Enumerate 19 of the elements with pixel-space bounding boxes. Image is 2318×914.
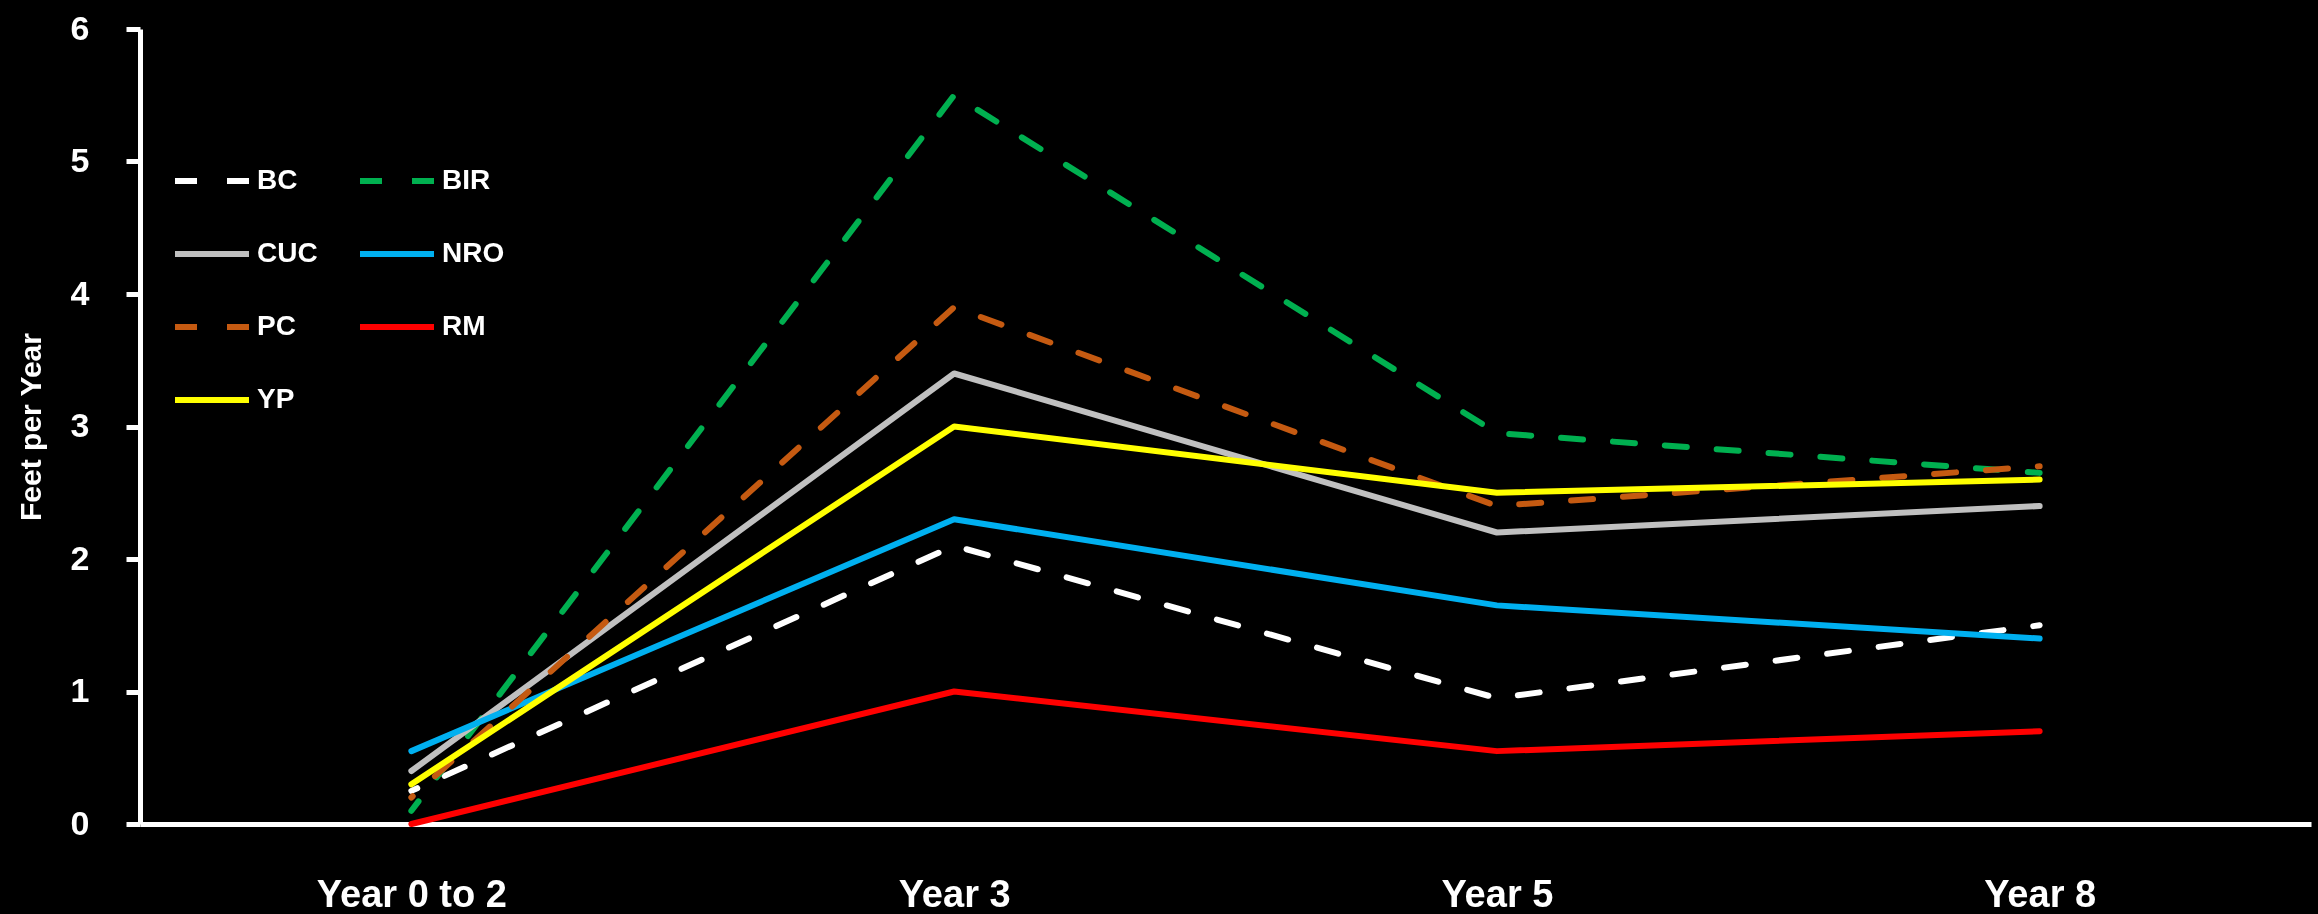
x-tick-label: Year 3 [898, 872, 1011, 914]
y-tick-label: 1 [70, 671, 90, 709]
x-tick-label: Year 5 [1441, 872, 1554, 914]
legend-label: CUC [257, 237, 318, 268]
y-tick-label: 3 [70, 406, 90, 444]
legend-label: YP [257, 383, 295, 414]
y-tick-label: 4 [70, 273, 90, 312]
y-axis-title: Feet per Year [13, 332, 47, 521]
x-tick-label: Year 0 to 2 [316, 872, 507, 914]
legend-label: RM [442, 310, 486, 341]
y-tick-label: 2 [70, 538, 90, 577]
legend-label: BIR [442, 164, 491, 195]
legend-label: BC [257, 164, 298, 195]
y-tick-label: 0 [70, 803, 90, 842]
y-tick-label: 5 [70, 141, 90, 179]
legend-label: NRO [442, 237, 505, 268]
y-tick-label: 6 [70, 8, 90, 47]
x-tick-label: Year 8 [1984, 872, 2097, 914]
legend-label: PC [257, 310, 296, 341]
